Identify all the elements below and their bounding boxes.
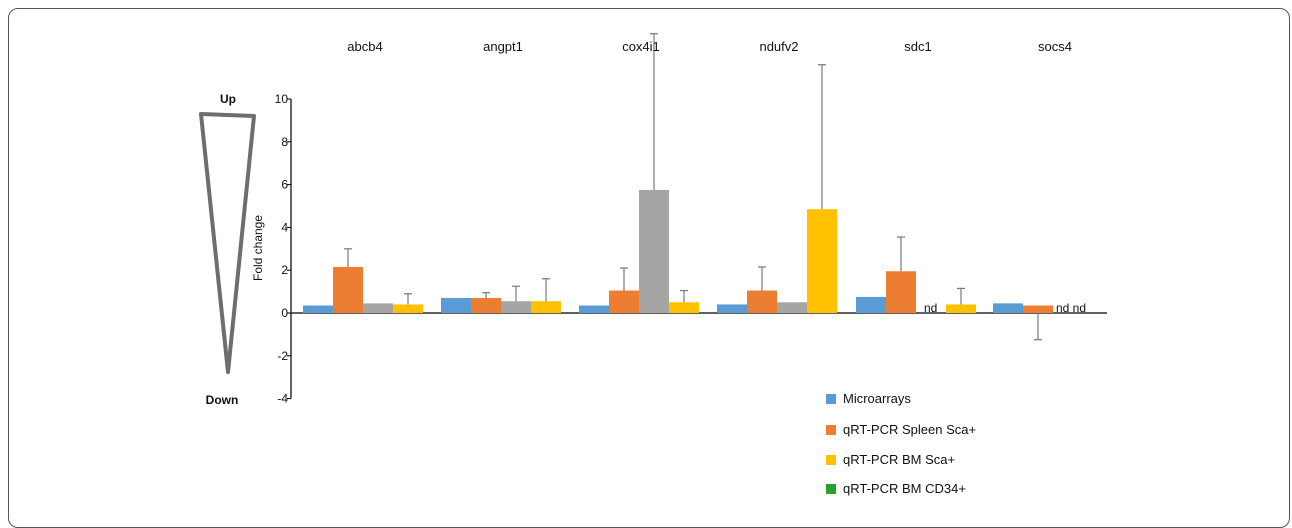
y-tick-label: 0 [281,306,288,320]
error-bars [344,33,1042,341]
legend-swatch [826,394,836,404]
gene-label: abcb4 [347,39,382,54]
fold-change-chart: Up Down Fold change 10 8 6 4 2 0 -2 -4 abcb4 ang… [199,33,1107,496]
gene-label: angpt1 [483,39,523,54]
gradient-triangle-shape [199,112,256,374]
y-tick-label: 10 [275,92,289,106]
bar [639,189,669,313]
bar [333,266,363,313]
y-tick-label: 2 [281,263,288,277]
legend-label: qRT-PCR BM CD34+ [843,481,966,496]
bar [609,290,639,313]
legend-label: qRT-PCR BM Sca+ [843,452,955,467]
y-tick-label: 4 [281,220,288,234]
nd-label: nd [924,301,937,315]
bar [363,303,393,313]
down-label: Down [206,393,239,407]
bar [441,298,471,313]
nd-label: nd nd [1056,301,1086,315]
bar [946,304,976,313]
bar [531,301,561,313]
bar [1023,305,1053,313]
legend-label: qRT-PCR Spleen Sca+ [843,422,976,437]
up-label: Up [220,92,236,106]
legend: Microarrays qRT-PCR Spleen Sca+ qRT-PCR BM… [826,391,976,496]
legend-label: Microarrays [843,391,911,406]
bar [993,303,1023,313]
up-down-indicator: Up Down [199,92,256,407]
nd-labels: nd nd nd [924,301,1086,315]
y-tick-label: -4 [277,392,288,406]
y-tick-label: 8 [281,135,288,149]
gene-label: socs4 [1038,39,1072,54]
gene-label: ndufv2 [759,39,798,54]
bar [303,305,333,313]
bar [393,304,423,313]
bar [747,290,777,313]
bar [471,298,501,313]
gene-label: sdc1 [904,39,931,54]
y-tick-label: -2 [277,349,288,363]
legend-swatch [826,455,836,465]
axes: 10 8 6 4 2 0 -2 -4 [275,92,1107,406]
bar [807,209,837,313]
bar [579,305,609,313]
y-tick-label: 6 [281,178,288,192]
legend-swatch [826,425,836,435]
bar [501,301,531,313]
bar [856,296,886,313]
bars [303,189,1053,313]
bar [886,271,916,313]
bar [777,302,807,313]
gene-label: cox4i1 [622,39,660,54]
legend-swatch [826,484,836,494]
bar [717,304,747,313]
bar [669,302,699,313]
gene-labels: abcb4 angpt1 cox4i1 ndufv2 sdc1 socs4 [347,39,1072,54]
y-axis-label: Fold change [251,215,265,281]
